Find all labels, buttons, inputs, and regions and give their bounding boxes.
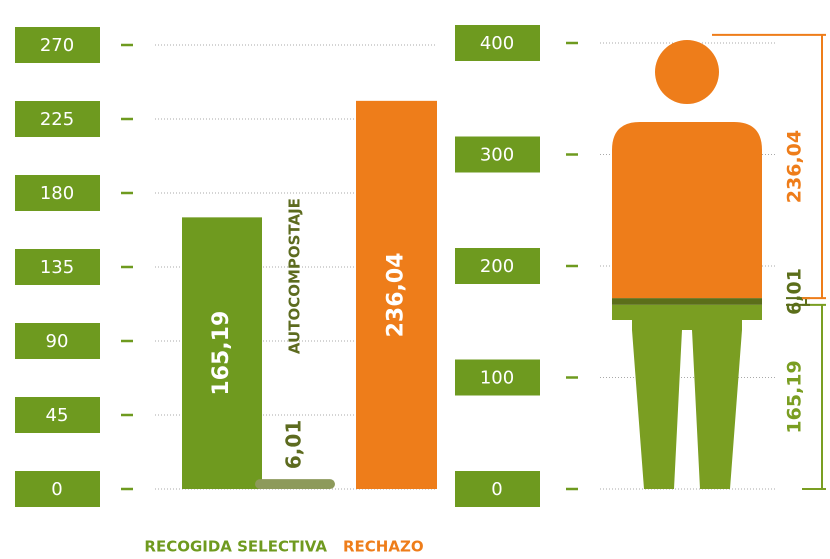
value-label: 165,19 xyxy=(784,360,806,433)
y-tick-label: 180 xyxy=(40,183,74,204)
tick-box xyxy=(455,25,540,61)
tick-box xyxy=(455,248,540,284)
bracket xyxy=(802,303,826,490)
human-figure xyxy=(612,40,762,489)
y-tick-label: 0 xyxy=(51,479,62,500)
figure-segment xyxy=(612,298,762,305)
y-tick-label: 0 xyxy=(491,479,502,500)
category-label: RECHAZO xyxy=(343,538,424,556)
category-label: RECOGIDA SELECTIVA xyxy=(144,538,327,556)
tick-box xyxy=(15,27,100,63)
y-tick-label: 225 xyxy=(40,109,74,130)
tick-box xyxy=(15,249,100,285)
bracket xyxy=(712,33,826,300)
value-label: 236,04 xyxy=(784,130,806,203)
y-tick-label: 135 xyxy=(40,257,74,278)
figure-segment xyxy=(612,40,762,299)
value-label: 6,01 xyxy=(784,268,806,315)
y-tick-label: 300 xyxy=(480,145,514,166)
tick-box xyxy=(15,175,100,211)
tick-box xyxy=(455,136,540,173)
value-label: 236,04 xyxy=(384,252,409,337)
figure-segment xyxy=(612,304,762,489)
y-tick-label: 90 xyxy=(46,331,69,352)
tick-box xyxy=(15,397,100,433)
y-tick-label: 270 xyxy=(40,35,74,56)
category-label: AUTOCOMPOSTAJE xyxy=(286,198,304,354)
y-tick-label: 200 xyxy=(480,256,514,277)
value-label: 6,01 xyxy=(282,420,306,469)
value-label: 165,19 xyxy=(209,311,234,396)
tick-box xyxy=(15,323,100,359)
bar xyxy=(356,100,437,489)
bar xyxy=(255,479,335,489)
y-tick-label: 400 xyxy=(480,33,514,54)
tick-box xyxy=(455,359,540,396)
tick-box xyxy=(455,471,540,507)
bar xyxy=(182,217,262,489)
y-tick-label: 100 xyxy=(480,368,514,389)
y-tick-label: 45 xyxy=(46,405,69,426)
tick-box xyxy=(15,101,100,137)
tick-box xyxy=(15,471,100,507)
